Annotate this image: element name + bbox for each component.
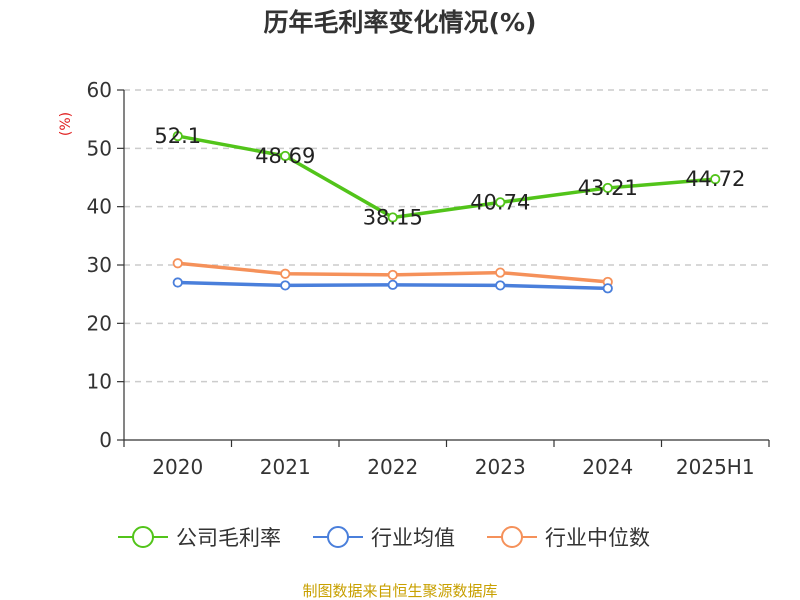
gridlines — [124, 89, 769, 383]
data-point[interactable] — [602, 182, 613, 194]
x-tick-label: 2023 — [475, 455, 526, 479]
series-0 — [172, 130, 721, 223]
data-point[interactable] — [172, 277, 183, 288]
legend-marker-icon — [132, 526, 154, 548]
data-point[interactable] — [602, 283, 613, 294]
y-tick-label: 20 — [87, 311, 112, 335]
data-point[interactable] — [387, 212, 398, 223]
legend-item[interactable]: 公司毛利率 — [118, 526, 281, 550]
x-tick-label: 2025H1 — [676, 455, 755, 479]
x-tick-label: 2024 — [582, 455, 633, 479]
series-lines — [172, 130, 721, 294]
data-label: 38.15 — [363, 205, 423, 229]
data-point[interactable] — [710, 174, 721, 185]
y-tick-label: 10 — [87, 370, 112, 394]
x-tick-label: 2020 — [152, 455, 203, 479]
y-tick-label: 40 — [87, 195, 112, 219]
y-tick-label: 0 — [99, 428, 112, 452]
chart-title: 历年毛利率变化情况(%) — [264, 8, 537, 37]
source-note: 制图数据来自恒生聚源数据库 — [302, 582, 497, 600]
series-line — [176, 134, 717, 220]
legend-marker-icon — [501, 526, 523, 548]
data-point[interactable] — [495, 267, 506, 278]
data-point[interactable] — [495, 280, 506, 291]
data-point[interactable] — [387, 269, 398, 281]
legend-label: 公司毛利率 — [176, 526, 281, 550]
data-point[interactable] — [280, 280, 291, 291]
x-tick-label: 2021 — [260, 455, 311, 479]
data-point[interactable] — [280, 268, 291, 279]
axes: 0 10 20 30 40 50 60 2020 2021 2022 2023 2024 2025H1 — [87, 78, 770, 479]
data-point[interactable] — [172, 258, 183, 269]
y-tick-label: 60 — [87, 78, 112, 102]
legend-label: 行业中位数 — [545, 526, 650, 550]
legend-item[interactable]: 行业中位数 — [487, 526, 650, 550]
x-tick-label: 2022 — [367, 455, 418, 479]
y-tick-label: 50 — [87, 136, 112, 160]
data-label: 40.74 — [470, 190, 530, 214]
data-point[interactable] — [495, 197, 506, 208]
y-axis-unit-label: (%) — [58, 112, 74, 136]
data-label: 48.69 — [255, 144, 315, 168]
data-label: 43.21 — [578, 176, 638, 200]
data-label: 44.72 — [685, 167, 745, 191]
data-point[interactable] — [172, 130, 183, 142]
y-tick-label: 30 — [87, 253, 112, 277]
data-point[interactable] — [387, 279, 398, 290]
series-1 — [172, 277, 613, 294]
legend: 公司毛利率 行业均值 行业中位数 — [118, 526, 650, 550]
legend-label: 行业均值 — [371, 526, 455, 550]
data-label: 52.1 — [154, 124, 201, 148]
data-labels: 52.1 48.69 38.15 40.74 43.21 44.72 — [154, 124, 745, 229]
data-point[interactable] — [280, 150, 291, 162]
legend-item[interactable]: 行业均值 — [313, 526, 455, 550]
legend-marker-icon — [327, 526, 349, 548]
